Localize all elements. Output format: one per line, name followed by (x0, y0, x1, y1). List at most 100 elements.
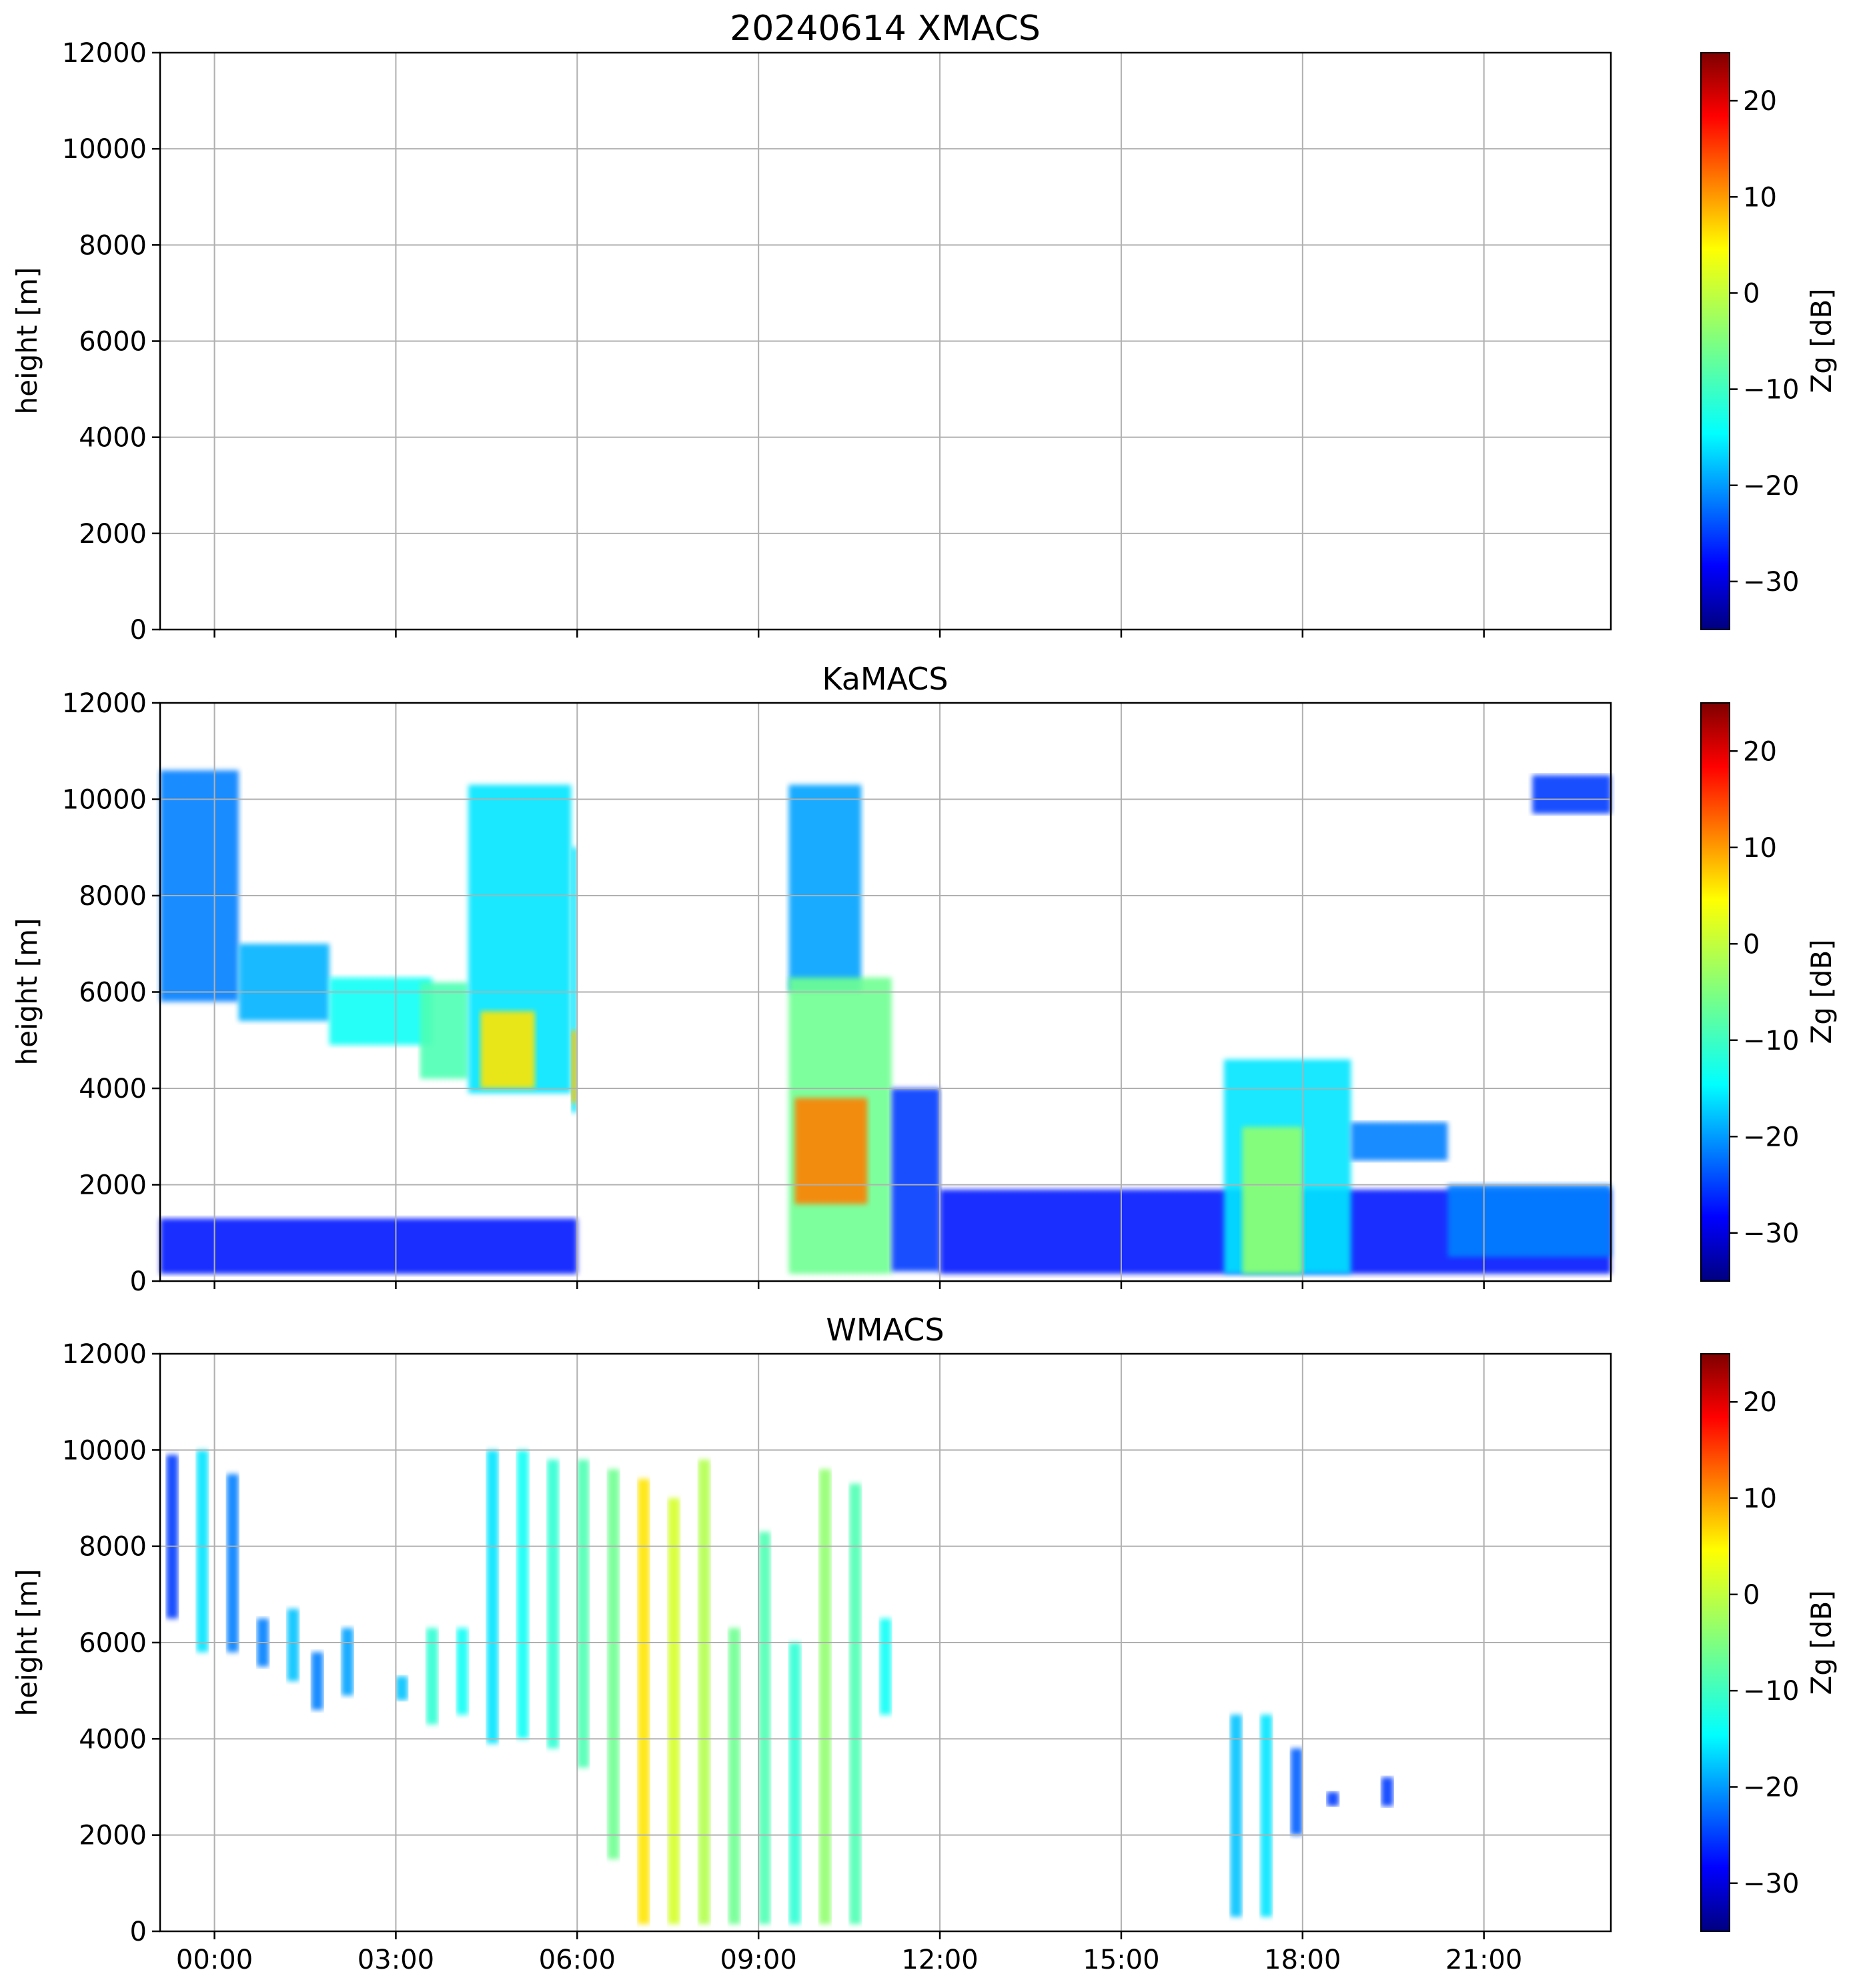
panel-1-ylabel: height [m] (11, 918, 43, 1066)
echo-region (516, 1450, 529, 1739)
echo-region (480, 1011, 535, 1088)
echo-region (788, 784, 862, 992)
colorbar-tick-label: 0 (1743, 929, 1760, 960)
y-tick-label: 4000 (79, 423, 147, 453)
echo-region (1327, 1791, 1339, 1807)
echo-region (160, 770, 239, 1002)
x-tick-label: 15:00 (1083, 1945, 1159, 1975)
echo-region (420, 982, 469, 1079)
panel-1-colorbar-ticks: −30 −20 −10 0 10 20 (1730, 736, 1799, 1249)
echo-region (426, 1628, 438, 1725)
echo-region (1230, 1715, 1243, 1917)
colorbar-tick-label: −10 (1743, 1026, 1799, 1056)
panel-2-grid (160, 1353, 1611, 1932)
echo-region (1351, 1122, 1448, 1161)
echo-region (728, 1628, 740, 1925)
y-tick-label: 2000 (79, 519, 147, 550)
echo-region (788, 1643, 801, 1925)
colorbar-tick-label: 0 (1743, 278, 1760, 309)
echo-region (758, 1532, 771, 1925)
panel-xmacs: 0 2000 4000 6000 8000 10000 12000 20240614 XMA… (11, 9, 1838, 646)
echo-region (607, 1469, 620, 1859)
y-tick-label: 6000 (79, 978, 147, 1008)
colorbar-tick-label: −30 (1743, 567, 1799, 598)
panel-0-colorbar-ticks: −30 −20 −10 0 10 20 (1730, 86, 1799, 598)
echo-region (160, 1218, 578, 1274)
colorbar-tick-label: −10 (1743, 1676, 1799, 1707)
colorbar-tick-label: −30 (1743, 1869, 1799, 1899)
echo-region (1290, 1748, 1303, 1835)
colorbar-tick-label: 10 (1743, 1484, 1777, 1515)
echo-region (577, 1459, 590, 1768)
echo-region (238, 944, 330, 1021)
x-tick-label: 09:00 (720, 1945, 797, 1975)
x-tick-label: 03:00 (358, 1945, 434, 1975)
y-tick-label: 4000 (79, 1724, 147, 1755)
y-tick-label: 8000 (79, 1532, 147, 1563)
panel-0-grid (160, 52, 1611, 630)
y-tick-label: 8000 (79, 230, 147, 261)
panel-2-echoes (166, 1450, 1393, 1925)
echo-region (1260, 1715, 1273, 1917)
echo-region (891, 1088, 941, 1272)
echo-region (794, 1098, 868, 1204)
panel-1-echoes (160, 770, 1611, 1274)
echo-region (571, 1030, 578, 1103)
y-tick-label: 10000 (62, 134, 147, 165)
echo-region (341, 1628, 354, 1696)
echo-region (1532, 775, 1611, 814)
echo-region (329, 977, 432, 1045)
echo-region (456, 1628, 469, 1715)
x-tick-label: 21:00 (1445, 1945, 1522, 1975)
y-tick-label: 6000 (79, 327, 147, 357)
y-tick-label: 0 (130, 1917, 147, 1947)
panel-0-colorbar-label: Zg [dB] (1805, 288, 1838, 393)
x-tick-label: 18:00 (1264, 1945, 1341, 1975)
echo-region (668, 1498, 680, 1925)
y-tick-label: 10000 (62, 1435, 147, 1466)
panel-2-colorbar (1700, 1353, 1730, 1932)
echo-region (571, 847, 578, 1113)
y-tick-label: 6000 (79, 1628, 147, 1659)
x-tick-label: 12:00 (901, 1945, 978, 1975)
panel-wmacs: 0 2000 4000 6000 8000 10000 12000 00:00 03:00 06… (11, 1312, 1838, 1975)
echo-region (311, 1652, 324, 1711)
panel-2-ylabel: height [m] (11, 1569, 43, 1717)
x-tick-label: 06:00 (539, 1945, 616, 1975)
colorbar-tick-label: 20 (1743, 1387, 1777, 1418)
colorbar-tick-label: −20 (1743, 1773, 1799, 1803)
panel-2-yticks: 0 2000 4000 6000 8000 10000 12000 (62, 1339, 160, 1947)
colorbar-tick-label: 10 (1743, 833, 1777, 864)
echo-region (1381, 1777, 1393, 1807)
colorbar-tick-label: −20 (1743, 471, 1799, 502)
y-tick-label: 8000 (79, 881, 147, 912)
panel-0-title: 20240614 XMACS (730, 9, 1041, 49)
colorbar-tick-label: 10 (1743, 182, 1777, 213)
echo-region (486, 1450, 499, 1744)
x-tick-label: 00:00 (176, 1945, 253, 1975)
echo-region (547, 1459, 560, 1749)
colorbar-tick-label: −20 (1743, 1122, 1799, 1152)
panel-1-colorbar (1700, 702, 1730, 1282)
panel-0-xticks (213, 630, 1485, 638)
panel-2-colorbar-ticks: −30 −20 −10 0 10 20 (1730, 1387, 1799, 1899)
echo-region (698, 1459, 710, 1925)
panel-0-colorbar (1700, 52, 1730, 630)
colorbar-tick-label: 20 (1743, 86, 1777, 117)
panel-2-colorbar-label: Zg [dB] (1805, 1590, 1838, 1695)
echo-region (1242, 1126, 1303, 1274)
y-tick-label: 12000 (62, 38, 147, 69)
panel-0-yticks: 0 2000 4000 6000 8000 10000 12000 (62, 38, 160, 646)
echo-region (637, 1478, 650, 1925)
colorbar-tick-label: 20 (1743, 736, 1777, 767)
panel-kamacs: 0 2000 4000 6000 8000 10000 12000 KaMACS heigh… (11, 661, 1838, 1297)
y-tick-label: 12000 (62, 688, 147, 719)
colorbar-tick-label: −30 (1743, 1218, 1799, 1249)
panel-1-yticks: 0 2000 4000 6000 8000 10000 12000 (62, 688, 160, 1297)
panel-0-ylabel: height [m] (11, 267, 43, 415)
panel-2-xticks: 00:00 03:00 06:00 09:00 12:00 15:00 18:00 21:00 (176, 1931, 1522, 1975)
y-tick-label: 10000 (62, 785, 147, 816)
panel-1-title: KaMACS (822, 661, 948, 697)
y-tick-label: 12000 (62, 1339, 147, 1370)
